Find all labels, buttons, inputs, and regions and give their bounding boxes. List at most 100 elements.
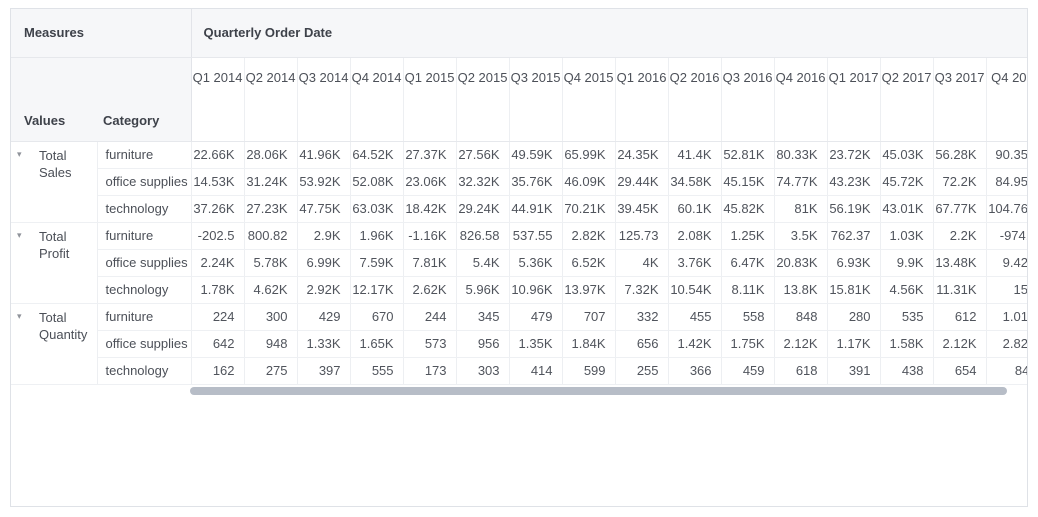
value-cell: 20.83K	[774, 249, 828, 277]
value-cell: 8.11K	[721, 276, 775, 304]
value-cell: 60.1K	[668, 195, 722, 223]
value-cell: 11.31K	[933, 276, 987, 304]
value-cell: 15.81K	[827, 276, 881, 304]
value-cell: 1.42K	[668, 330, 722, 358]
value-cell: 6.52K	[562, 249, 616, 277]
column-header-quarter: Q4 2016	[774, 57, 828, 142]
value-cell: 1.35K	[509, 330, 563, 358]
value-cell: 535	[880, 303, 934, 331]
value-cell: 67.77K	[933, 195, 987, 223]
value-cell: 31.24K	[244, 168, 298, 196]
value-cell: 43.23K	[827, 168, 881, 196]
value-cell: 1.96K	[350, 222, 404, 250]
value-cell: 45.82K	[721, 195, 775, 223]
column-header-quarter: Q3 2014	[297, 57, 351, 142]
value-cell: 5.78K	[244, 249, 298, 277]
value-cell: 27.23K	[244, 195, 298, 223]
value-cell: 49.59K	[509, 141, 563, 169]
horizontal-scrollbar-thumb[interactable]	[190, 387, 1007, 395]
collapse-caret-icon[interactable]: ▾	[17, 310, 22, 321]
table-row: ▾ Total Sales furniture 22.66K 28.06K 41.96K 6…	[11, 141, 1027, 223]
value-cell: 599	[562, 357, 616, 385]
values-header-label: Values	[24, 112, 66, 128]
column-header-quarter: Q1 2014	[191, 57, 245, 142]
measure-label: Total Sales	[39, 147, 72, 180]
value-cell: 9.9K	[880, 249, 934, 277]
column-header-quarter: Q3 2015	[509, 57, 563, 142]
measure-row-header[interactable]: ▾ Total Quantity	[11, 303, 98, 385]
measure-row-header[interactable]: ▾ Total Sales	[11, 141, 98, 223]
category-cell: furniture	[97, 141, 192, 169]
value-cell: 670	[350, 303, 404, 331]
value-cell: 654	[933, 357, 987, 385]
value-cell: 459	[721, 357, 775, 385]
value-cell: -202.5	[191, 222, 245, 250]
value-cell: 104.76K	[986, 195, 1027, 223]
value-cell: 612	[933, 303, 987, 331]
measure-row-header[interactable]: ▾ Total Profit	[11, 222, 98, 304]
values-category-header: Values Category	[11, 57, 192, 142]
table-row: technology 1.78K 4.62K 2.92K 12.17K 2.62K 5.96…	[11, 276, 1027, 304]
column-header-quarter: Q3 2017	[933, 57, 987, 142]
value-cell: 14.53K	[191, 168, 245, 196]
value-cell: 414	[509, 357, 563, 385]
value-cell: 762.37	[827, 222, 881, 250]
value-cell: 5.36K	[509, 249, 563, 277]
measure-label: Total Quantity	[39, 309, 88, 342]
value-cell: 27.56K	[456, 141, 510, 169]
column-header-quarter: Q2 2014	[244, 57, 298, 142]
value-cell: 2.12K	[774, 330, 828, 358]
pivot-grid-viewport: Measures Quarterly Order Date Values Cate…	[11, 9, 1027, 385]
value-cell: 45.15K	[721, 168, 775, 196]
value-cell: 15K	[986, 276, 1027, 304]
value-cell: 72.2K	[933, 168, 987, 196]
value-cell: 64.52K	[350, 141, 404, 169]
value-cell: 47.75K	[297, 195, 351, 223]
value-cell: 244	[403, 303, 457, 331]
column-header-quarter: Q1 2015	[403, 57, 457, 142]
category-cell: technology	[97, 276, 192, 304]
category-cell: office supplies	[97, 168, 192, 196]
value-cell: 29.24K	[456, 195, 510, 223]
value-cell: 74.77K	[774, 168, 828, 196]
pivot-table: Measures Quarterly Order Date Values Cate…	[11, 9, 1027, 385]
value-cell: 4K	[615, 249, 669, 277]
value-cell: 6.93K	[827, 249, 881, 277]
value-cell: 44.91K	[509, 195, 563, 223]
value-cell: 455	[668, 303, 722, 331]
value-cell: 558	[721, 303, 775, 331]
value-cell: 32.32K	[456, 168, 510, 196]
value-cell: 13.48K	[933, 249, 987, 277]
measures-corner-header: Measures	[11, 9, 192, 58]
value-cell: 23.72K	[827, 141, 881, 169]
table-row: office supplies 642 948 1.33K 1.65K 573 956 1.3…	[11, 330, 1027, 358]
value-cell: 573	[403, 330, 457, 358]
value-cell: 80.33K	[774, 141, 828, 169]
value-cell: 2.82K	[562, 222, 616, 250]
value-cell: 438	[880, 357, 934, 385]
value-cell: 555	[350, 357, 404, 385]
value-cell: 4.56K	[880, 276, 934, 304]
value-cell: 46.09K	[562, 168, 616, 196]
category-header-label: Category	[103, 112, 160, 128]
value-cell: 1.25K	[721, 222, 775, 250]
column-header-quarter: Q2 2016	[668, 57, 722, 142]
collapse-caret-icon[interactable]: ▾	[17, 229, 22, 240]
collapse-caret-icon[interactable]: ▾	[17, 148, 22, 159]
value-cell: 332	[615, 303, 669, 331]
value-cell: 18.42K	[403, 195, 457, 223]
value-cell: 4.62K	[244, 276, 298, 304]
value-cell: 35.76K	[509, 168, 563, 196]
value-cell: 224	[191, 303, 245, 331]
value-cell: 37.26K	[191, 195, 245, 223]
value-cell: 10.54K	[668, 276, 722, 304]
value-cell: 2.9K	[297, 222, 351, 250]
table-row: technology 37.26K 27.23K 47.75K 63.03K 18.42K…	[11, 195, 1027, 223]
value-cell: 366	[668, 357, 722, 385]
value-cell: 63.03K	[350, 195, 404, 223]
value-cell: 45.03K	[880, 141, 934, 169]
value-cell: 52.08K	[350, 168, 404, 196]
column-header-quarter: Q4 2014	[350, 57, 404, 142]
value-cell: 90.35K	[986, 141, 1027, 169]
value-cell: 41.4K	[668, 141, 722, 169]
